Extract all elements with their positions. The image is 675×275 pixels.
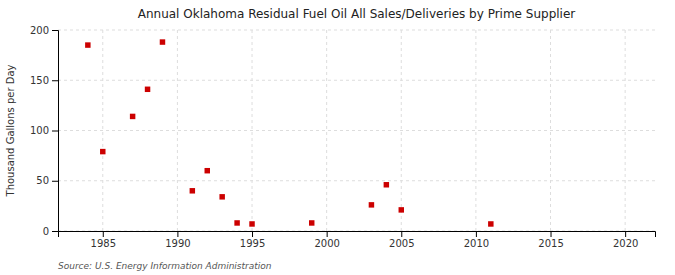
point — [130, 114, 135, 119]
x-tick-mark — [252, 231, 253, 237]
y-tick-mark — [52, 231, 58, 232]
x-tick-label: 2020 — [613, 238, 638, 249]
y-tick: 50 — [36, 175, 58, 186]
x-tick: 2010 — [464, 231, 489, 249]
x-tick-label: 2010 — [464, 238, 489, 249]
point — [190, 188, 195, 193]
x-tick: 2015 — [538, 231, 563, 249]
x-tick-label: 1985 — [91, 238, 116, 249]
y-tick-mark — [52, 80, 58, 81]
point — [399, 207, 404, 212]
point — [369, 202, 374, 207]
x-tick-mark — [625, 231, 626, 237]
grid — [58, 30, 655, 231]
grid-line-y — [58, 30, 655, 31]
point — [100, 149, 105, 154]
y-tick: 200 — [30, 25, 58, 36]
x-axis: 1985 1990 1995 2000 2005 2010 2015 2020 — [59, 231, 656, 249]
grid-line-y — [58, 130, 655, 131]
grid-line-y — [58, 80, 655, 81]
y-tick-label: 50 — [36, 175, 49, 186]
y-tick-label: 200 — [30, 25, 49, 36]
point — [160, 39, 165, 44]
grid-line-y — [58, 180, 655, 181]
x-tick-label: 2005 — [389, 238, 414, 249]
y-tick-mark — [52, 131, 58, 132]
title: Annual Oklahoma Residual Fuel Oil All Sa… — [138, 7, 576, 21]
x-tick-mark — [476, 231, 477, 237]
y-axis-line — [52, 31, 59, 232]
y-tick: 100 — [30, 125, 58, 136]
y-tick-label: 0 — [43, 226, 49, 237]
y-axis-title: Thousand Gallons per Day — [5, 64, 16, 197]
y-axis: 0 50 100 150 200 — [30, 25, 59, 237]
grid-line-x — [475, 30, 476, 231]
y-tick-mark — [52, 30, 58, 31]
x-tick-label: 1990 — [165, 238, 190, 249]
x-tick: 2000 — [314, 231, 339, 249]
point — [234, 220, 239, 225]
point — [488, 221, 493, 226]
x-tick-mark — [551, 231, 552, 237]
x-tick-label: 1995 — [240, 238, 265, 249]
point — [219, 194, 224, 199]
y-tick: 150 — [30, 75, 58, 86]
x-tick-mark — [103, 231, 104, 237]
grid-line-x — [326, 30, 327, 231]
point — [249, 221, 254, 226]
y-tick-label: 100 — [30, 125, 49, 136]
point — [85, 42, 90, 47]
x-tick-mark — [177, 231, 178, 237]
y-tick: 0 — [43, 226, 58, 237]
points — [85, 39, 493, 226]
y-tick-mark — [52, 181, 58, 182]
y-tick-label: 150 — [30, 75, 49, 86]
x-tick: 2005 — [389, 231, 414, 249]
point — [384, 182, 389, 187]
x-tick-mark — [327, 231, 328, 237]
source-note: Source: U.S. Energy Information Administ… — [58, 261, 272, 271]
x-tick: 1990 — [165, 231, 190, 249]
point — [205, 168, 210, 173]
point — [309, 220, 314, 225]
x-tick-label: 2000 — [314, 238, 339, 249]
x-tick: 2020 — [613, 231, 638, 249]
x-axis-line — [59, 232, 656, 238]
x-tick-label: 2015 — [538, 238, 563, 249]
x-tick-mark — [401, 231, 402, 237]
x-tick: 1995 — [240, 231, 265, 249]
plot-area: 1985 1990 1995 2000 2005 2010 2015 2020 0 50 100 15… — [30, 25, 656, 249]
point — [145, 87, 150, 92]
chart: 1985 1990 1995 2000 2005 2010 2015 2020 0 50 100 15… — [0, 0, 675, 275]
x-tick: 1985 — [91, 231, 116, 249]
grid-line-x — [177, 30, 178, 231]
